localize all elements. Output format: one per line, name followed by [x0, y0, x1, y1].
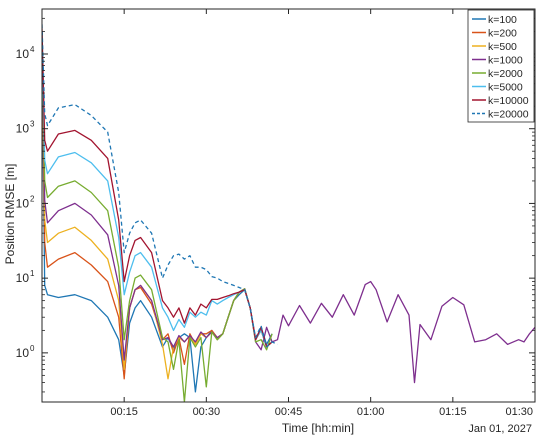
date-label: Jan 01, 2027: [468, 423, 532, 435]
y-tick-exponent: 4: [30, 45, 35, 54]
legend-label: k=200: [488, 28, 517, 40]
y-tick-exponent: 3: [30, 120, 35, 129]
y-tick-label: 10: [16, 47, 30, 61]
legend-box: [467, 9, 535, 123]
x-tick-label: 01:15: [439, 406, 467, 418]
series-line-4: [42, 38, 535, 384]
series-line-7: [42, 28, 273, 348]
y-tick-exponent: 1: [30, 269, 35, 278]
legend-label: k=500: [488, 41, 517, 53]
legend-label: k=1000: [488, 55, 523, 67]
legend-label: k=100: [488, 14, 517, 26]
x-axis-label: Time [hh:min]: [282, 421, 354, 435]
legend-label: k=2000: [488, 68, 523, 80]
y-axis-label: Position RMSE [m]: [3, 164, 17, 265]
y-tick-label: 10: [16, 271, 30, 285]
x-tick-label: 01:30: [505, 406, 533, 418]
y-tick-label: 10: [16, 122, 30, 136]
x-tick-label: 00:30: [193, 406, 221, 418]
legend-label: k=5000: [488, 82, 523, 94]
y-tick-label: 10: [16, 196, 30, 210]
x-tick-label: 00:45: [275, 406, 303, 418]
y-tick-exponent: 0: [30, 344, 35, 353]
x-tick-label: 01:00: [357, 406, 385, 418]
legend-label: k=10000: [488, 95, 529, 107]
series-line-8: [42, 24, 278, 348]
x-tick-label: 00:15: [110, 406, 138, 418]
y-tick-label: 10: [16, 346, 30, 360]
y-tick-exponent: 2: [30, 194, 35, 203]
series-layer: [42, 24, 535, 402]
series-line-1: [42, 53, 273, 393]
legend-label: k=20000: [488, 109, 529, 121]
